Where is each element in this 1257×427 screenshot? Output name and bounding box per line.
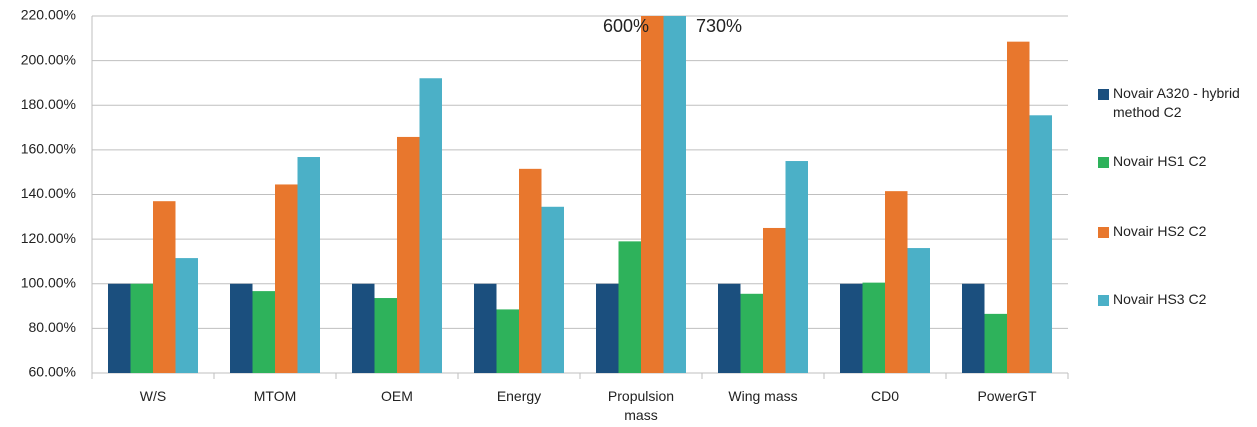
bar: [718, 283, 741, 373]
bar: [419, 78, 442, 373]
bar: [907, 248, 930, 373]
bar: [596, 283, 619, 373]
bar: [496, 309, 519, 373]
bar: [153, 201, 176, 373]
bar: [885, 191, 908, 373]
bar: [1007, 41, 1030, 373]
legend-swatch: [1098, 157, 1109, 168]
y-tick-label: 60.00%: [29, 364, 76, 380]
x-tick-label: W/S: [139, 388, 167, 404]
bar: [641, 16, 664, 373]
y-tick-label: 220.00%: [21, 7, 76, 23]
bar: [663, 16, 686, 373]
bar: [397, 136, 420, 373]
bar: [275, 184, 298, 373]
bar: [108, 283, 131, 373]
legend-label: Novair HS3 C2: [1113, 291, 1207, 307]
value-label: 730%: [696, 16, 742, 36]
legend-label: Novair A320 - hybrid method C2: [1113, 85, 1240, 120]
bar: [984, 313, 1007, 373]
bar: [519, 168, 542, 373]
bar: [374, 298, 397, 373]
legend-swatch: [1098, 295, 1109, 306]
bar: [252, 291, 275, 373]
y-tick-label: 160.00%: [21, 141, 76, 157]
legend-swatch: [1098, 227, 1109, 238]
y-tick-label: 200.00%: [21, 51, 76, 67]
x-tick-label: Energy: [496, 388, 542, 404]
y-tick-label: 140.00%: [21, 185, 76, 201]
x-tick-label: PowerGT: [977, 388, 1037, 404]
x-tick-label: CD0: [870, 388, 899, 404]
bar: [297, 157, 320, 373]
bar: [618, 241, 641, 373]
bar: [230, 283, 253, 373]
bar: [740, 293, 763, 373]
bars: [108, 16, 1052, 373]
bar: [130, 283, 153, 373]
bar: [840, 283, 863, 373]
bar: [352, 283, 375, 373]
y-tick-label: 80.00%: [29, 319, 76, 335]
overlay: 600% 730%: [603, 16, 742, 36]
x-tick-label: MTOM: [253, 388, 297, 404]
x-tick-label: Propulsion mass: [607, 388, 675, 423]
bar: [962, 283, 985, 373]
y-tick-label: 180.00%: [21, 96, 76, 112]
bar: [1029, 115, 1052, 373]
legend-label: Novair HS2 C2: [1113, 223, 1207, 239]
y-tick-label: 120.00%: [21, 230, 76, 246]
x-tick-label: OEM: [381, 388, 413, 404]
bar: [763, 227, 786, 373]
bar: [862, 282, 885, 373]
legend-label: Novair HS1 C2: [1113, 153, 1207, 169]
y-tick-label: 100.00%: [21, 274, 76, 290]
bar: [785, 161, 808, 373]
legend-swatch: [1098, 89, 1109, 100]
x-tick-label: Wing mass: [728, 388, 798, 404]
bar: [541, 206, 564, 373]
bar: [474, 283, 497, 373]
bar: [175, 258, 198, 373]
value-label: 600%: [603, 16, 649, 36]
